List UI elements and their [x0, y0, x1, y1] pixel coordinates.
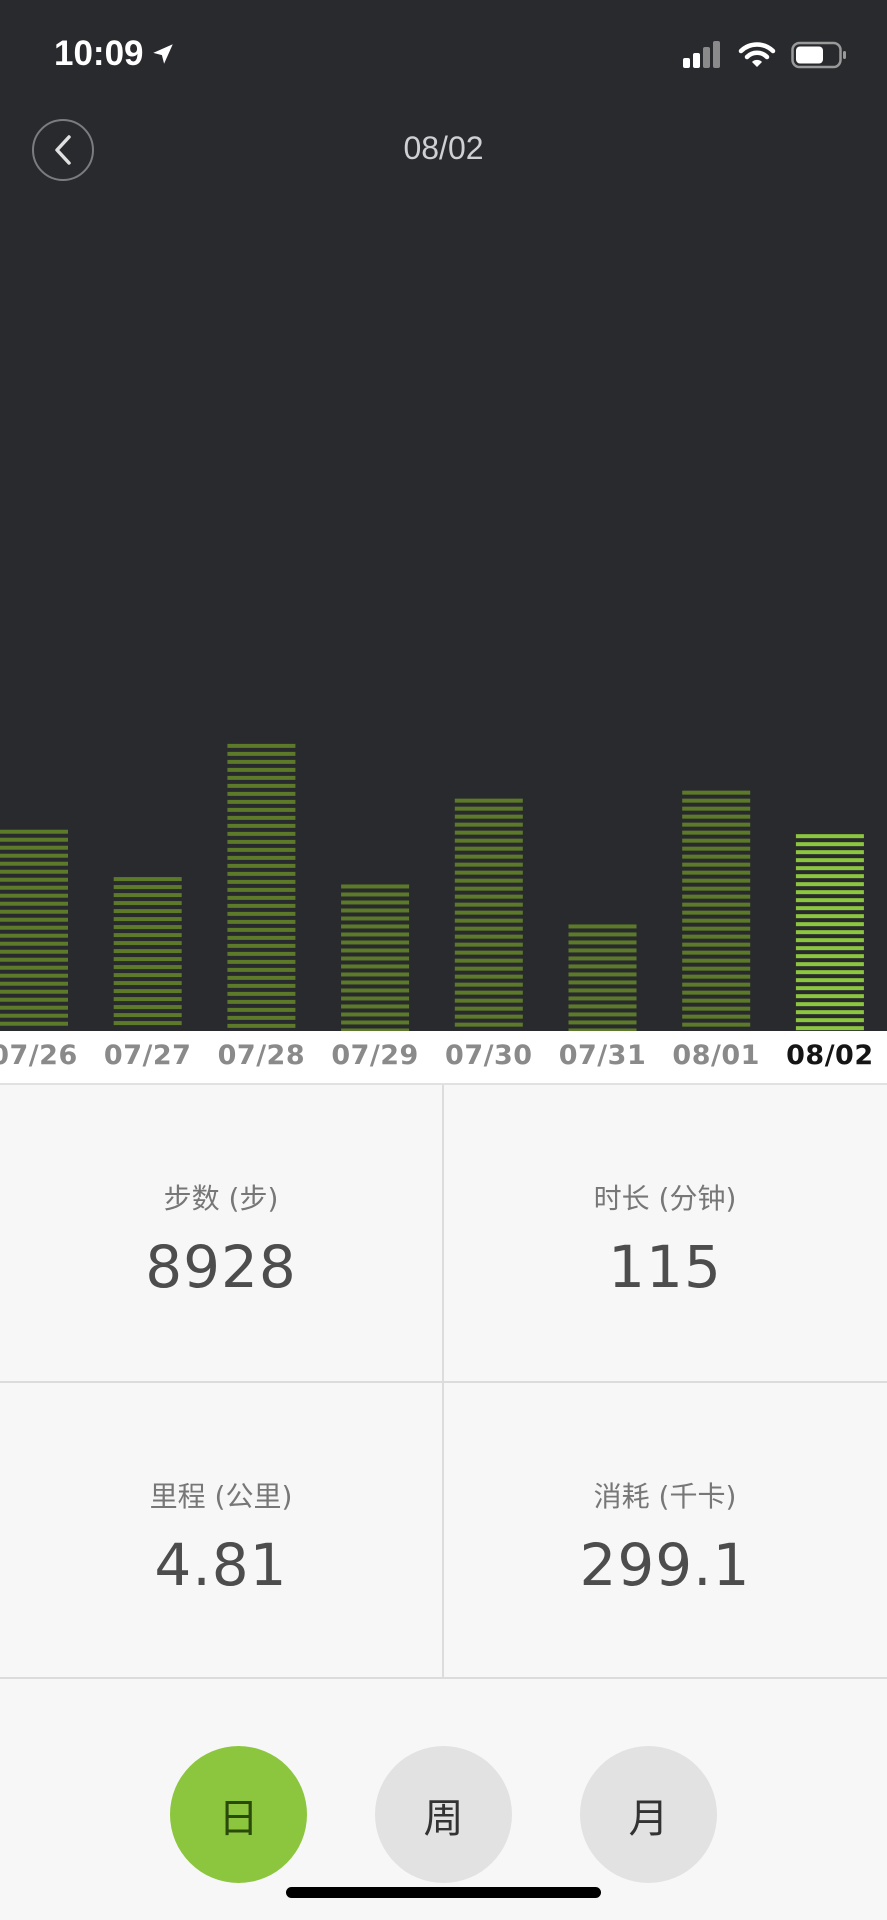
- chart-bar-07-29[interactable]: [341, 884, 410, 1031]
- back-button[interactable]: [32, 119, 94, 181]
- tab-month[interactable]: 月: [580, 1746, 717, 1883]
- stat-duration-value: 115: [608, 1233, 722, 1301]
- status-time-text: 10:09: [54, 34, 144, 73]
- date-axis: 07/26 07/27 07/28 07/29 07/30 07/31 08/01 08/02: [0, 1031, 887, 1085]
- chart-bar-07-26[interactable]: [0, 829, 68, 1026]
- date-label-07-28[interactable]: 07/28: [217, 1040, 306, 1071]
- stat-distance-label: 里程 (公里): [149, 1480, 293, 1513]
- grid-divider-bottom: [0, 1677, 887, 1679]
- stats-grid: 步数 (步) 8928 时长 (分钟) 115 里程 (公里) 4.81 消耗 …: [0, 1085, 887, 1679]
- wifi-icon: [738, 42, 776, 67]
- stat-steps: 步数 (步) 8928: [0, 1085, 442, 1381]
- stat-duration: 时长 (分钟) 115: [444, 1085, 886, 1381]
- tab-week[interactable]: 周: [375, 1746, 512, 1883]
- date-label-07-29[interactable]: 07/29: [331, 1040, 419, 1071]
- stat-duration-label: 时长 (分钟): [593, 1182, 737, 1215]
- stat-steps-label: 步数 (步): [163, 1182, 279, 1215]
- date-label-07-31[interactable]: 07/31: [558, 1040, 647, 1071]
- page-title: 08/02: [403, 130, 484, 166]
- date-label-07-27[interactable]: 07/27: [103, 1040, 192, 1071]
- grid-divider-middle: [0, 1381, 887, 1383]
- stat-calories-label: 消耗 (千卡): [593, 1480, 737, 1513]
- location-arrow-icon: [152, 44, 173, 64]
- chart-bar-08-02[interactable]: [795, 834, 864, 1031]
- chart-bar-08-01[interactable]: [682, 790, 751, 1027]
- home-indicator: [286, 1887, 601, 1898]
- chart-bar-07-30[interactable]: [454, 798, 523, 1027]
- status-icons: [681, 40, 847, 70]
- date-label-08-02[interactable]: 08/02: [786, 1040, 874, 1071]
- stat-distance-value: 4.81: [154, 1531, 288, 1599]
- chart-area: 10:09 08/02: [0, 0, 887, 1031]
- chevron-left-icon: [55, 135, 71, 165]
- date-label-07-26[interactable]: 07/26: [0, 1040, 78, 1071]
- stat-distance: 里程 (公里) 4.81: [0, 1383, 442, 1679]
- period-tabs: 日 周 月: [0, 1680, 887, 1920]
- status-time: 10:09: [54, 34, 176, 74]
- steps-bar-chart: [0, 743, 864, 1031]
- date-label-08-01[interactable]: 08/01: [672, 1040, 760, 1071]
- chart-bar-07-27[interactable]: [113, 877, 182, 1026]
- chart-bar-07-28[interactable]: [227, 743, 296, 1028]
- tab-day[interactable]: 日: [170, 1746, 307, 1883]
- stat-calories-value: 299.1: [579, 1531, 751, 1599]
- cellular-signal-icon: [683, 41, 720, 68]
- stat-steps-value: 8928: [145, 1233, 297, 1301]
- chart-bar-07-31[interactable]: [568, 924, 637, 1031]
- date-label-07-30[interactable]: 07/30: [445, 1040, 533, 1071]
- stat-calories: 消耗 (千卡) 299.1: [444, 1383, 886, 1679]
- battery-icon: [791, 41, 846, 69]
